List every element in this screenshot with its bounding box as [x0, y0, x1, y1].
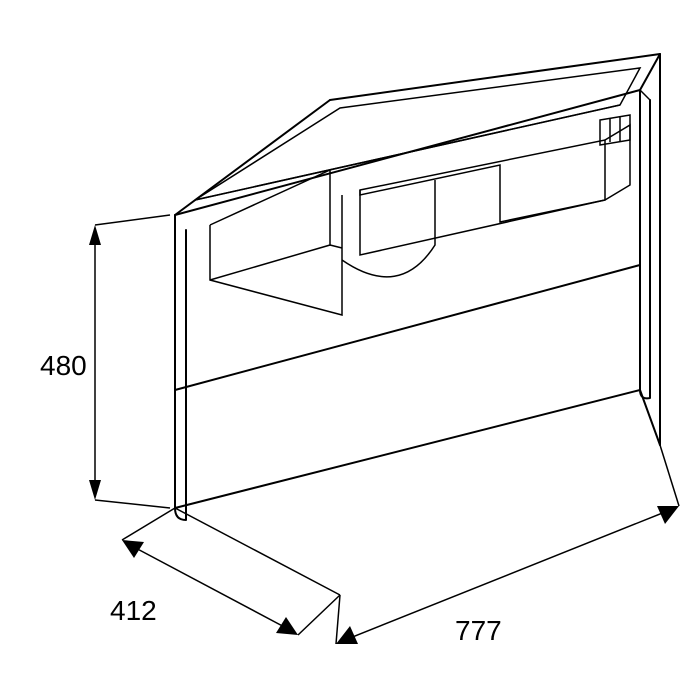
drawer-left-compartment-back [210, 170, 330, 280]
u-cutout [342, 180, 435, 277]
drawer-right-back-wall [605, 125, 630, 200]
drawer-left-compartment [210, 195, 342, 315]
right-panel-inner [640, 90, 650, 395]
dim-height-label: 480 [40, 350, 87, 381]
drawer-right-compartment [360, 140, 605, 222]
right-top-connector [640, 54, 660, 90]
dim-width: 777 [336, 445, 679, 646]
front-left-leg [175, 215, 186, 520]
drawer-right-front-wall [360, 190, 605, 255]
front-right-leg [640, 90, 650, 398]
drawer-left-compartment-bottom [330, 245, 342, 248]
dim-depth-label: 412 [110, 595, 157, 626]
cabinet-diagram: 480 412 777 [0, 0, 700, 700]
back-top-edge [330, 54, 660, 100]
dim-depth: 412 [110, 508, 340, 635]
dim-width-label: 777 [455, 615, 502, 646]
drawer-split [175, 265, 640, 390]
dim-height: 480 [40, 215, 170, 508]
